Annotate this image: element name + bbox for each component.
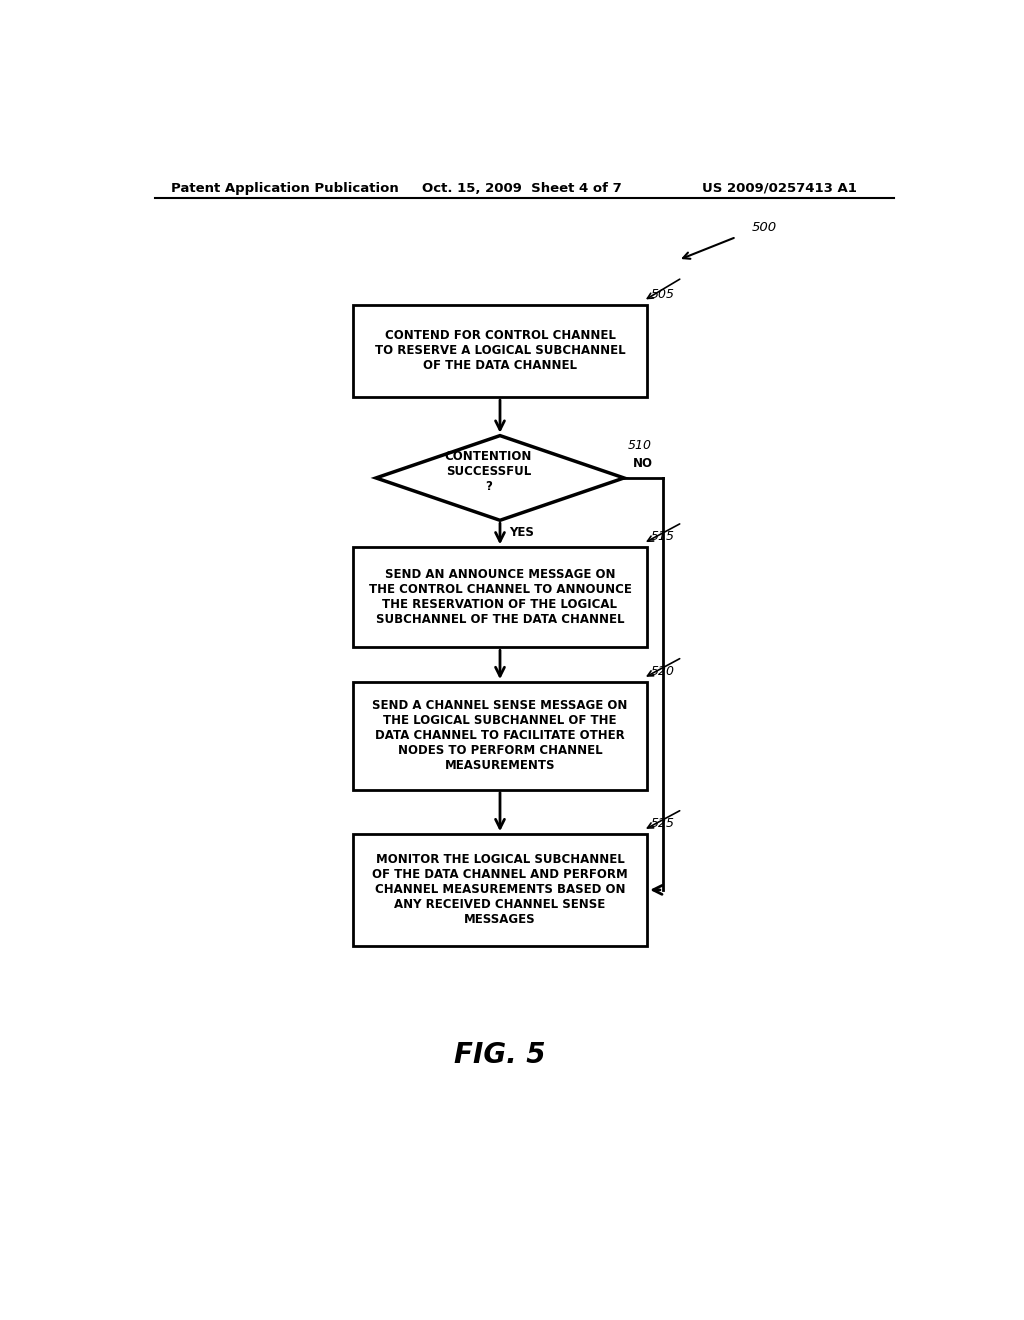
Text: SEND AN ANNOUNCE MESSAGE ON
THE CONTROL CHANNEL TO ANNOUNCE
THE RESERVATION OF T: SEND AN ANNOUNCE MESSAGE ON THE CONTROL … bbox=[369, 569, 632, 626]
Bar bbox=[352, 305, 647, 397]
Text: CONTEND FOR CONTROL CHANNEL
TO RESERVE A LOGICAL SUBCHANNEL
OF THE DATA CHANNEL: CONTEND FOR CONTROL CHANNEL TO RESERVE A… bbox=[375, 330, 626, 372]
Text: 500: 500 bbox=[752, 220, 777, 234]
Text: NO: NO bbox=[633, 457, 653, 470]
Text: YES: YES bbox=[509, 527, 535, 540]
Text: 505: 505 bbox=[651, 288, 675, 301]
Text: Oct. 15, 2009  Sheet 4 of 7: Oct. 15, 2009 Sheet 4 of 7 bbox=[423, 182, 623, 194]
Text: MONITOR THE LOGICAL SUBCHANNEL
OF THE DATA CHANNEL AND PERFORM
CHANNEL MEASUREME: MONITOR THE LOGICAL SUBCHANNEL OF THE DA… bbox=[372, 854, 628, 927]
Bar bbox=[352, 682, 647, 789]
Bar bbox=[352, 548, 647, 647]
Text: 515: 515 bbox=[651, 531, 675, 544]
Text: 525: 525 bbox=[651, 817, 675, 830]
Text: 520: 520 bbox=[651, 665, 675, 678]
Bar bbox=[352, 834, 647, 945]
Polygon shape bbox=[376, 436, 624, 520]
Text: US 2009/0257413 A1: US 2009/0257413 A1 bbox=[701, 182, 856, 194]
Text: 510: 510 bbox=[628, 440, 652, 453]
Text: FIG. 5: FIG. 5 bbox=[455, 1041, 546, 1069]
Text: Patent Application Publication: Patent Application Publication bbox=[171, 182, 398, 194]
Text: CONTENTION
SUCCESSFUL
?: CONTENTION SUCCESSFUL ? bbox=[444, 450, 532, 494]
Text: SEND A CHANNEL SENSE MESSAGE ON
THE LOGICAL SUBCHANNEL OF THE
DATA CHANNEL TO FA: SEND A CHANNEL SENSE MESSAGE ON THE LOGI… bbox=[373, 700, 628, 772]
